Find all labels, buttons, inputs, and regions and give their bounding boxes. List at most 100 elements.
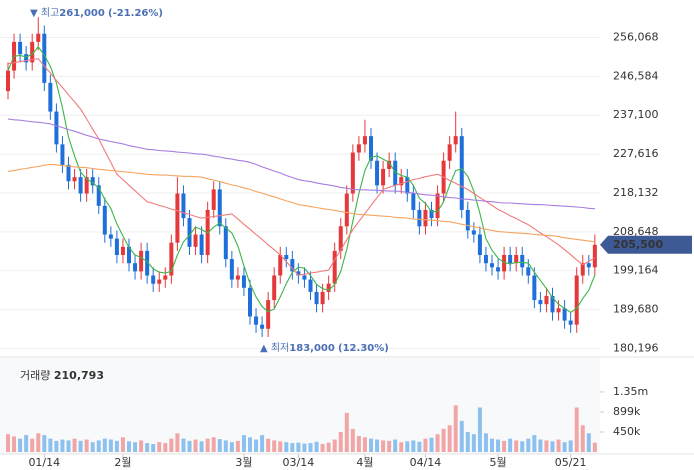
x-tick-label: 5월 bbox=[489, 456, 506, 469]
max-marker: ▼ bbox=[30, 8, 38, 19]
candle-body bbox=[520, 255, 525, 268]
candle-body bbox=[42, 33, 47, 83]
volume-bar bbox=[139, 440, 144, 452]
candle-body bbox=[429, 209, 434, 219]
volume-bar bbox=[66, 440, 71, 452]
min-annotation: ▲ 최저183,000 (12.30%) bbox=[260, 342, 389, 354]
candle-body bbox=[108, 234, 113, 239]
candle-body bbox=[290, 259, 295, 272]
volume-bar bbox=[120, 437, 125, 452]
volume-bar bbox=[338, 431, 343, 452]
candle-body bbox=[151, 275, 156, 284]
candle-body bbox=[102, 205, 107, 235]
volume-bar bbox=[429, 437, 434, 452]
volume-bar bbox=[248, 437, 252, 452]
volume-bar bbox=[114, 440, 119, 452]
volume-bar bbox=[260, 435, 265, 452]
volume-bar bbox=[441, 428, 446, 452]
min-label: 최저 bbox=[271, 342, 289, 354]
candle-body bbox=[308, 279, 313, 292]
candle-body bbox=[127, 246, 131, 264]
volume-bar bbox=[157, 442, 162, 452]
candle-body bbox=[84, 177, 89, 194]
volume-bar bbox=[314, 441, 319, 452]
volume-bar bbox=[296, 442, 301, 452]
candle-body bbox=[502, 255, 507, 272]
x-tick-label: 4월 bbox=[356, 456, 373, 469]
volume-bar bbox=[60, 439, 65, 452]
candle-body bbox=[387, 160, 392, 169]
volume-bar bbox=[526, 438, 531, 452]
volume-bar bbox=[6, 434, 10, 452]
candle-body bbox=[139, 250, 144, 272]
candle-body bbox=[181, 193, 186, 219]
moving-average bbox=[7, 58, 596, 276]
volume-bar bbox=[405, 441, 410, 452]
candle-body bbox=[471, 230, 476, 235]
candle-body bbox=[393, 160, 398, 186]
y-tick-label: 246,584 bbox=[613, 69, 659, 82]
volume-bar bbox=[199, 441, 204, 452]
candle-body bbox=[78, 177, 83, 194]
volume-bar bbox=[54, 440, 59, 452]
candle-body bbox=[175, 193, 180, 243]
candle-body bbox=[229, 259, 234, 280]
volume-bar bbox=[393, 439, 398, 452]
volume-bar bbox=[36, 433, 41, 452]
candle-body bbox=[580, 263, 585, 276]
candle-body bbox=[514, 255, 519, 264]
volume-bar bbox=[387, 440, 392, 452]
candle-body bbox=[314, 291, 319, 305]
volume-bar bbox=[205, 438, 210, 452]
candle-body bbox=[574, 275, 579, 325]
candle-body bbox=[459, 136, 464, 210]
candle-body bbox=[133, 263, 138, 272]
volume-bar bbox=[453, 405, 458, 452]
x-tick-label: 03/14 bbox=[283, 456, 315, 469]
candle-body bbox=[296, 271, 301, 276]
candle-body bbox=[381, 168, 386, 186]
candle-body bbox=[235, 275, 240, 280]
y-tick-label: 256,068 bbox=[613, 31, 659, 44]
candle-body bbox=[538, 300, 543, 305]
volume-bar bbox=[42, 435, 47, 452]
candle-body bbox=[326, 283, 331, 292]
x-tick-label: 2월 bbox=[114, 456, 131, 469]
candle-body bbox=[120, 246, 125, 255]
y-tick-label: 199,164 bbox=[613, 264, 659, 277]
x-tick-label: 3월 bbox=[235, 456, 252, 469]
candle-body bbox=[60, 144, 65, 165]
volume-bar bbox=[350, 428, 355, 452]
volume-bar bbox=[30, 438, 35, 452]
volume-bar bbox=[308, 443, 313, 452]
volume-bar bbox=[550, 441, 555, 452]
volume-bar bbox=[592, 442, 597, 452]
volume-bar bbox=[574, 407, 579, 452]
volume-bar bbox=[133, 442, 138, 452]
candle-body bbox=[169, 242, 174, 276]
candle-body bbox=[338, 226, 343, 251]
candle-body bbox=[266, 300, 271, 329]
volume-bar bbox=[362, 437, 367, 452]
volume-bar bbox=[48, 438, 53, 452]
candle-body bbox=[447, 144, 452, 161]
volume-bar bbox=[211, 437, 216, 452]
volume-bar bbox=[332, 439, 337, 452]
candle-body bbox=[187, 218, 192, 247]
candle-body bbox=[375, 160, 380, 186]
volume-bar bbox=[520, 441, 525, 452]
volume-bar bbox=[320, 443, 325, 452]
volume-label: 거래량 bbox=[20, 369, 50, 382]
volume-bar bbox=[223, 440, 228, 452]
candle-body bbox=[272, 275, 277, 301]
volume-bar bbox=[284, 442, 289, 452]
volume-bar bbox=[254, 439, 259, 452]
volume-bar bbox=[471, 434, 476, 452]
y-tick-label: 237,100 bbox=[613, 108, 659, 121]
min-marker: ▲ bbox=[260, 343, 268, 354]
volume-bar bbox=[447, 425, 452, 452]
candle-body bbox=[6, 70, 10, 92]
candle-body bbox=[72, 177, 77, 182]
volume-bar bbox=[532, 435, 537, 452]
volume-panel bbox=[0, 358, 600, 454]
